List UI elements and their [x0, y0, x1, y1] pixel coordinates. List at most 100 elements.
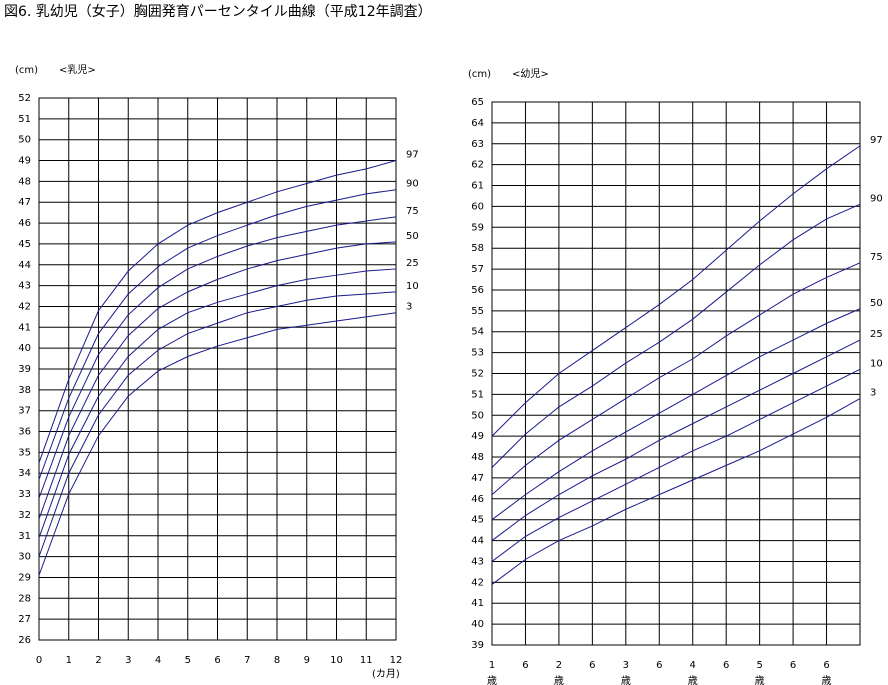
percentile-line — [491, 308, 861, 521]
y-tick-label: 39 — [18, 364, 31, 375]
y-tick-label: 43 — [18, 281, 31, 292]
percentile-line — [38, 312, 397, 576]
subtitle: <幼児> — [512, 67, 549, 80]
x-tick-label: 0 — [36, 655, 42, 666]
x-tick-label: 3 — [125, 655, 131, 666]
series-label: 50 — [406, 231, 419, 242]
y-tick-label: 51 — [18, 114, 31, 125]
y-tick-label: 43 — [471, 556, 484, 567]
y-tick-label: 48 — [18, 176, 31, 187]
series-label: 25 — [406, 258, 419, 269]
x-tick-label: 10 — [330, 655, 343, 666]
y-tick-label: 34 — [18, 468, 31, 479]
y-tick-label: 63 — [471, 139, 484, 150]
x-tick-label: 5 — [185, 655, 191, 666]
x-tick-label: 7 — [244, 655, 250, 666]
y-tick-label: 35 — [18, 447, 31, 458]
x-tick-label: 2 — [95, 655, 101, 666]
y-tick-label: 28 — [18, 593, 31, 604]
y-tick-label: 50 — [471, 410, 484, 421]
percentile-line — [491, 368, 861, 562]
y-tick-label: 61 — [471, 181, 484, 192]
y-tick-label: 53 — [471, 348, 484, 359]
series-label: 3 — [870, 388, 876, 399]
percentile-line — [38, 241, 397, 520]
x-unit: 歳 — [554, 675, 564, 685]
percentile-line — [491, 262, 861, 496]
x-tick-label: 6 — [656, 660, 662, 671]
series-label: 10 — [870, 358, 883, 369]
series-label: 90 — [406, 179, 419, 190]
series-label: 10 — [406, 281, 419, 292]
subtitle: <乳児> — [59, 63, 96, 76]
y-tick-label: 44 — [471, 536, 484, 547]
series-label: 3 — [406, 302, 412, 313]
x-unit: 歳 — [487, 675, 497, 685]
series-label: 25 — [870, 329, 883, 340]
x-tick-label: 4 — [155, 655, 161, 666]
y-tick-label: 49 — [18, 156, 31, 167]
y-tick-label: 40 — [471, 619, 484, 630]
x-axis-label: (カ月) — [372, 668, 400, 680]
y-tick-label: 42 — [18, 301, 31, 312]
y-tick-label: 37 — [18, 406, 31, 417]
series-label: 50 — [870, 298, 883, 309]
y-tick-label: 26 — [18, 635, 31, 646]
y-tick-label: 41 — [471, 598, 484, 609]
y-tick-label: 30 — [18, 552, 31, 563]
y-tick-label: 50 — [18, 135, 31, 146]
y-tick-label: 64 — [471, 118, 484, 129]
y-tick-label: 47 — [18, 197, 31, 208]
x-tick-label: 5 — [756, 660, 762, 671]
y-tick-label: 33 — [18, 489, 31, 500]
y-tick-label: 45 — [471, 515, 484, 526]
series-label: 97 — [870, 135, 883, 146]
y-tick-label: 40 — [18, 343, 31, 354]
x-tick-label: 4 — [690, 660, 696, 671]
x-tick-label: 12 — [390, 655, 403, 666]
y-tick-label: 32 — [18, 510, 31, 521]
percentile-line — [491, 339, 861, 541]
x-tick-label: 8 — [274, 655, 280, 666]
percentile-line — [38, 291, 397, 557]
y-tick-label: 60 — [471, 201, 484, 212]
y-tick-label: 46 — [471, 494, 484, 505]
y-tick-label: 46 — [18, 218, 31, 229]
percentile-line — [38, 216, 397, 499]
x-unit: 歳 — [822, 675, 832, 685]
y-tick-label: 31 — [18, 531, 31, 542]
percentile-line — [38, 268, 397, 539]
y-tick-label: 62 — [471, 160, 484, 171]
x-unit: 歳 — [621, 675, 631, 685]
y-axis-label: (cm) — [15, 65, 38, 76]
y-tick-label: 44 — [18, 260, 31, 271]
percentile-line — [38, 160, 397, 463]
percentile-line — [491, 145, 861, 437]
x-tick-label: 2 — [556, 660, 562, 671]
x-tick-label: 6 — [522, 660, 528, 671]
x-tick-label: 6 — [589, 660, 595, 671]
y-tick-label: 52 — [471, 369, 484, 380]
x-tick-label: 6 — [823, 660, 829, 671]
series-label: 90 — [870, 193, 883, 204]
y-tick-label: 54 — [471, 327, 484, 338]
percentile-line — [491, 203, 861, 468]
chart-title: 図6. 乳幼児（女子）胸囲発育パーセンタイル曲線（平成12年調査） — [4, 3, 432, 20]
y-tick-label: 58 — [471, 243, 484, 254]
y-tick-label: 56 — [471, 285, 484, 296]
y-tick-label: 29 — [18, 572, 31, 583]
percentile-line — [38, 189, 397, 480]
percentile-line — [491, 398, 861, 585]
y-tick-label: 39 — [471, 640, 484, 651]
series-label: 75 — [870, 252, 883, 263]
y-axis-label: (cm) — [468, 69, 491, 80]
x-tick-label: 6 — [214, 655, 220, 666]
y-tick-label: 52 — [18, 93, 31, 104]
x-tick-label: 1 — [489, 660, 495, 671]
y-tick-label: 59 — [471, 222, 484, 233]
y-tick-label: 42 — [471, 577, 484, 588]
y-tick-label: 38 — [18, 385, 31, 396]
x-tick-label: 11 — [360, 655, 373, 666]
y-tick-label: 27 — [18, 614, 31, 625]
